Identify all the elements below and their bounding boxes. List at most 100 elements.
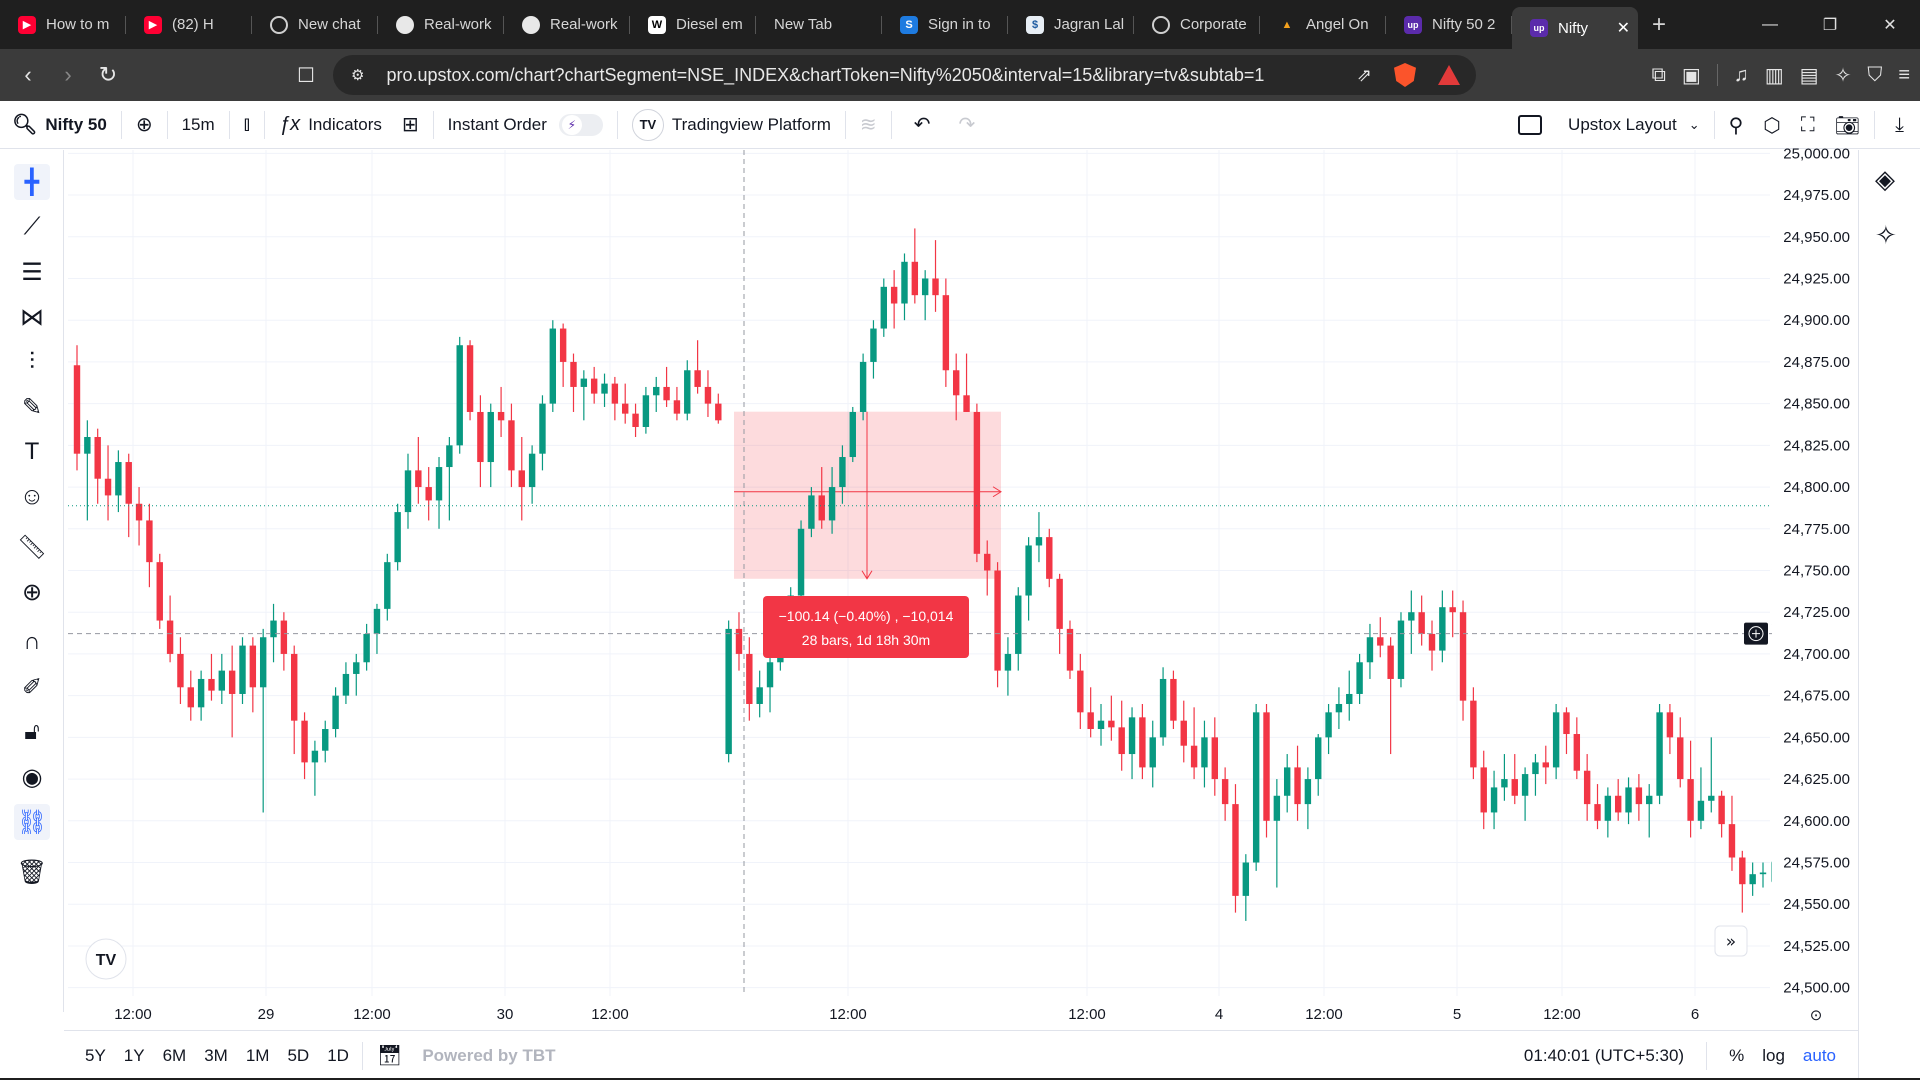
range-3m[interactable]: 3M (204, 1045, 228, 1065)
emoji-icon[interactable]: ☺ (19, 483, 45, 510)
address-bar[interactable]: ⚙ pro.upstox.com/chart?chartSegment=NSE_… (333, 55, 1476, 95)
wallet-icon[interactable]: ▤ (1799, 64, 1819, 87)
brave-shields-icon[interactable] (1394, 63, 1416, 87)
browser-tab[interactable]: Real-work (378, 7, 504, 43)
range-1m[interactable]: 1M (245, 1045, 270, 1065)
close-icon[interactable]: ✕ (1616, 20, 1630, 37)
price-tick-label: 24,900.00 (1783, 312, 1850, 329)
candle-body (1728, 824, 1736, 858)
fullscreen-button[interactable]: ⛶ (1791, 101, 1825, 149)
percent-toggle[interactable]: % (1729, 1046, 1745, 1065)
new-tab-icon[interactable]: + (1652, 10, 1667, 38)
quick-search-button[interactable]: ⚲ (1719, 101, 1754, 149)
range-5d[interactable]: 5D (287, 1045, 310, 1065)
fib-icon[interactable]: ☰ (21, 258, 43, 286)
candle-body (1139, 717, 1146, 768)
candle-body (570, 361, 577, 387)
lightning-toggle-icon[interactable] (558, 113, 603, 136)
share-icon[interactable]: ⇗ (1356, 64, 1372, 85)
browser-tab[interactable]: ▲ Angel On (1260, 7, 1386, 43)
eye-icon[interactable]: ◉ (21, 763, 43, 791)
candle-body (1190, 745, 1198, 768)
stay-drawing-icon[interactable]: ✐ (21, 673, 43, 701)
browser-tab[interactable]: ▶ (82) H (126, 7, 252, 43)
trash-icon[interactable]: 🗑︎ (16, 858, 48, 886)
platform-switch[interactable]: TV Tradingview Platform (622, 101, 841, 149)
browser-tab[interactable]: New chat (252, 7, 378, 43)
symbol-search[interactable]: 🔍︎ Nifty 50 (0, 101, 117, 149)
browser-tab-active[interactable]: up Nifty ✕ (1512, 7, 1638, 49)
candle-body (1273, 795, 1281, 821)
sidebar-icon[interactable]: ▥ (1764, 64, 1784, 87)
chart-type-button[interactable]: ⫾ (234, 101, 260, 149)
link-icon[interactable]: ⛓ (14, 804, 50, 840)
browser-tab[interactable]: New Tab (756, 7, 882, 43)
magnet-icon[interactable]: ∩ (23, 628, 41, 655)
minimize-icon[interactable]: — (1762, 15, 1778, 33)
site-info-icon[interactable]: ⚙ (351, 67, 365, 84)
zoom-in-icon[interactable]: ⊕ (21, 578, 43, 606)
layout-icon[interactable] (1518, 115, 1543, 135)
ruler-icon[interactable]: 📏︎ (16, 533, 48, 561)
brave-rewards-icon[interactable] (1438, 65, 1460, 85)
browser-tab[interactable]: $ Jagran Lal (1008, 7, 1134, 43)
candle-body (549, 328, 557, 404)
reading-mode-icon[interactable]: ▣ (1681, 64, 1701, 87)
log-toggle[interactable]: log (1762, 1046, 1785, 1065)
media-icon[interactable]: ♫ (1733, 63, 1749, 86)
redo-icon: ↷ (958, 114, 976, 136)
restore-icon[interactable]: ❐ (1822, 16, 1838, 34)
browser-tab[interactable]: Real-work (504, 7, 630, 43)
auto-toggle[interactable]: auto (1802, 1046, 1836, 1065)
vpn-icon[interactable]: ⛉ (1867, 63, 1883, 86)
range-6m[interactable]: 6M (162, 1045, 187, 1065)
range-5y[interactable]: 5Y (85, 1045, 106, 1065)
text-icon[interactable]: T (24, 438, 40, 465)
window-controls: — ❐ ✕ (1740, 0, 1920, 49)
time-tick-label: 4 (1215, 1006, 1223, 1023)
candle-body (901, 261, 908, 304)
browser-tab[interactable]: ▶ How to m (0, 7, 126, 43)
trend-line-icon[interactable]: ⟋ (23, 213, 41, 240)
extensions-icon[interactable]: ⧉ (1651, 63, 1666, 86)
layers-icon[interactable]: ◈ (1875, 164, 1895, 194)
undo-button[interactable]: ↶ (896, 101, 949, 149)
lock-icon[interactable]: 🔓︎ (24, 718, 40, 745)
indicators-button[interactable]: ƒx Indicators (269, 101, 392, 149)
crosshair-plus-icon (1748, 626, 1764, 642)
settings-button[interactable]: ⬡ (1753, 101, 1790, 149)
range-1d[interactable]: 1D (327, 1045, 349, 1065)
sparkle-icon[interactable]: ✧ (1875, 220, 1897, 250)
bookmark-icon[interactable]: ☐ (297, 64, 315, 87)
measure-change-text: −100.14 (−0.40%) , −10,014 (779, 608, 954, 624)
back-icon[interactable]: ‹ (24, 62, 32, 87)
window-close-icon[interactable]: ✕ (1883, 16, 1897, 34)
candle-body (1118, 727, 1125, 755)
forward-icon[interactable]: › (64, 62, 72, 87)
brush-icon[interactable]: ✎ (21, 393, 43, 421)
bottom-toolbar: 5Y 1Y 6M 3M 1M 5D 1D 📅︎ Powered by TBT 0… (64, 1030, 1858, 1080)
download-button[interactable]: ⤓ (1879, 101, 1920, 149)
layout-label: Upstox Layout (1568, 115, 1677, 134)
reload-icon[interactable]: ↻ (98, 62, 118, 87)
instant-order-toggle[interactable]: Instant Order (438, 101, 613, 149)
prediction-icon[interactable]: ⫶ (29, 348, 35, 375)
pattern-icon[interactable]: ⋈ (20, 303, 44, 331)
leo-icon[interactable]: ✧ (1834, 64, 1852, 87)
range-1y[interactable]: 1Y (123, 1045, 145, 1065)
crosshair-icon[interactable]: ╋ (14, 164, 50, 200)
layout-select[interactable]: Upstox Layout ⌄ (1558, 101, 1710, 149)
browser-tab[interactable]: Corporate (1134, 7, 1260, 43)
date-range-icon[interactable]: 📅︎ (376, 1045, 403, 1067)
browser-tab[interactable]: W Diesel em (630, 7, 756, 43)
templates-button[interactable]: ⊞ (392, 101, 429, 149)
interval-button[interactable]: 15m (172, 101, 225, 149)
menu-icon[interactable]: ≡ (1898, 63, 1910, 86)
browser-tab[interactable]: up Nifty 50 2 (1386, 7, 1512, 43)
compare-button[interactable]: ⊕ (126, 101, 163, 149)
replay-button[interactable]: ≋ (850, 101, 887, 149)
screenshot-button[interactable]: 📷︎ (1825, 101, 1870, 149)
browser-tab[interactable]: S Sign in to (882, 7, 1008, 43)
redo-button[interactable]: ↷ (948, 101, 985, 149)
